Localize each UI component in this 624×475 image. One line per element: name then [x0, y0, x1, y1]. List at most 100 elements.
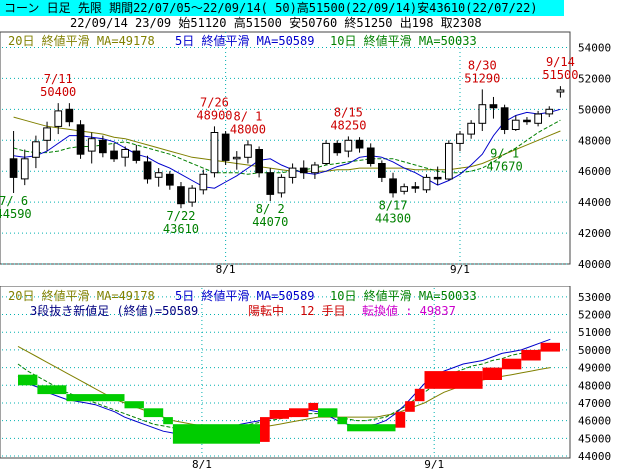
top-legend-ma5: 5日 終値平滑 MA=50589 — [175, 33, 314, 48]
candle-body — [65, 108, 74, 123]
top-annotation-value: 50400 — [40, 85, 76, 99]
candle-body — [110, 150, 118, 160]
kagi-brick — [424, 371, 483, 389]
candle-body — [188, 187, 197, 203]
candle-body — [389, 178, 397, 194]
top-annotation-date: 8/30 — [468, 58, 497, 72]
candle-body — [333, 142, 342, 154]
kagi-brick — [318, 408, 338, 418]
top-annotation-value: 44300 — [375, 211, 411, 225]
candle-body — [121, 149, 130, 158]
bottom-y-tick-label: 45000 — [578, 432, 611, 445]
kagi-brick — [37, 385, 67, 395]
candle-body — [411, 186, 420, 189]
top-annotation-date: 8/ 2 — [256, 202, 285, 216]
candle-body — [244, 144, 252, 158]
candle-body — [299, 167, 308, 174]
candle-body — [556, 89, 565, 93]
candle-body — [545, 108, 554, 115]
top-annotation-value: 44070 — [252, 215, 288, 229]
candle-body — [221, 133, 230, 161]
candle-body — [400, 186, 408, 192]
candle-body — [199, 173, 208, 191]
top-annotation-date: 8/ 1 — [233, 109, 262, 123]
kagi-brick — [163, 417, 173, 425]
candle-body — [311, 164, 319, 174]
candle-body — [166, 173, 174, 186]
bottom-y-tick-label: 44000 — [578, 450, 611, 463]
candle-body — [467, 122, 475, 135]
kagi-brick — [172, 424, 260, 444]
kagi-brick — [289, 408, 309, 418]
kagi-brick — [337, 417, 348, 425]
candle-body — [277, 176, 286, 194]
candle-body — [54, 110, 63, 127]
top-annotation-value: 48900 — [196, 108, 232, 122]
candle-body — [534, 113, 542, 124]
top-annotation-date: 9/14 — [546, 55, 575, 69]
bottom-y-tick-label: 50000 — [578, 344, 611, 357]
top-legend-ma20: 20日 終値平滑 MA=49178 — [8, 33, 155, 48]
bottom-ma10-line — [17, 347, 551, 432]
bottom-legend-ma5: 5日 終値平滑 MA=50589 — [175, 288, 314, 303]
kagi-panel: 44000 45000 46000 47000 48000 49000 50000 51000… — [0, 286, 611, 471]
kagi-brick — [482, 367, 502, 380]
top-annotation-value: 51290 — [464, 71, 500, 85]
candle-body — [32, 141, 40, 158]
bottom-x-tick-label: 8/1 — [192, 458, 212, 471]
kagi-reversal-value: 転換値 : 49837 — [362, 303, 456, 318]
candle-body — [132, 150, 141, 161]
kagi-brick — [269, 410, 289, 419]
candle-body — [288, 167, 297, 178]
bottom-y-tick-label: 52000 — [578, 309, 611, 322]
top-ma5-line — [13, 108, 561, 189]
candle-body — [177, 186, 185, 205]
top-annotation-date: 7/ 6 — [0, 194, 28, 208]
candle-body — [143, 161, 152, 180]
top-annotation-value: 47670 — [487, 159, 523, 173]
top-annotation-date: 7/11 — [44, 72, 73, 86]
candle-body — [232, 156, 241, 160]
bottom-y-tick-label: 46000 — [578, 415, 611, 428]
kagi-brick — [143, 408, 164, 418]
candle-body — [489, 104, 498, 109]
kagi-brick — [308, 402, 319, 410]
top-annotation-value: 51500 — [542, 68, 578, 82]
candle-body — [210, 132, 219, 174]
bottom-x-tick-label: 9/1 — [424, 458, 444, 471]
top-annotation-date: 7/26 — [200, 95, 229, 109]
kagi-brick — [124, 401, 144, 409]
candle-body — [445, 142, 453, 180]
kagi-count: 12 手目 — [300, 304, 346, 318]
top-annotation-date: 8/17 — [379, 198, 408, 212]
kagi-brick — [347, 424, 396, 432]
top-annotation-value: 44590 — [0, 207, 32, 221]
candle-body — [500, 107, 509, 131]
top-y-tick-label: 54000 — [578, 41, 611, 54]
candle-body — [344, 139, 353, 152]
candle-body — [355, 139, 364, 149]
bottom-legend-ma10: 10日 終値平滑 MA=50033 — [330, 288, 477, 303]
top-annotation-value: 48000 — [230, 122, 266, 136]
candle-body — [378, 163, 386, 178]
candle-body — [322, 142, 330, 165]
bottom-y-tick-label: 51000 — [578, 326, 611, 339]
candle-body — [366, 147, 375, 164]
kagi-brick — [66, 394, 125, 402]
top-y-tick-label: 40000 — [578, 258, 611, 271]
candle-body — [456, 133, 464, 144]
candle-body — [511, 119, 520, 130]
chart-header-ohlc: 22/09/14 23/09 始51120 高51500 安50760 終512… — [70, 16, 482, 30]
chart-header-period: コーン 日足 先限 期間22/07/05～22/09/14( 50)高51500… — [0, 0, 564, 16]
top-x-tick-label: 9/1 — [450, 263, 470, 275]
top-annotation-value: 48250 — [330, 118, 366, 132]
top-annotation-value: 43610 — [163, 222, 199, 236]
bottom-y-tick-label: 47000 — [578, 397, 611, 410]
kagi-brick — [414, 388, 425, 402]
candle-body — [266, 172, 275, 195]
top-y-tick-label: 44000 — [578, 196, 611, 209]
kagi-brick — [521, 349, 541, 361]
top-annotation-date: 8/15 — [334, 105, 363, 119]
